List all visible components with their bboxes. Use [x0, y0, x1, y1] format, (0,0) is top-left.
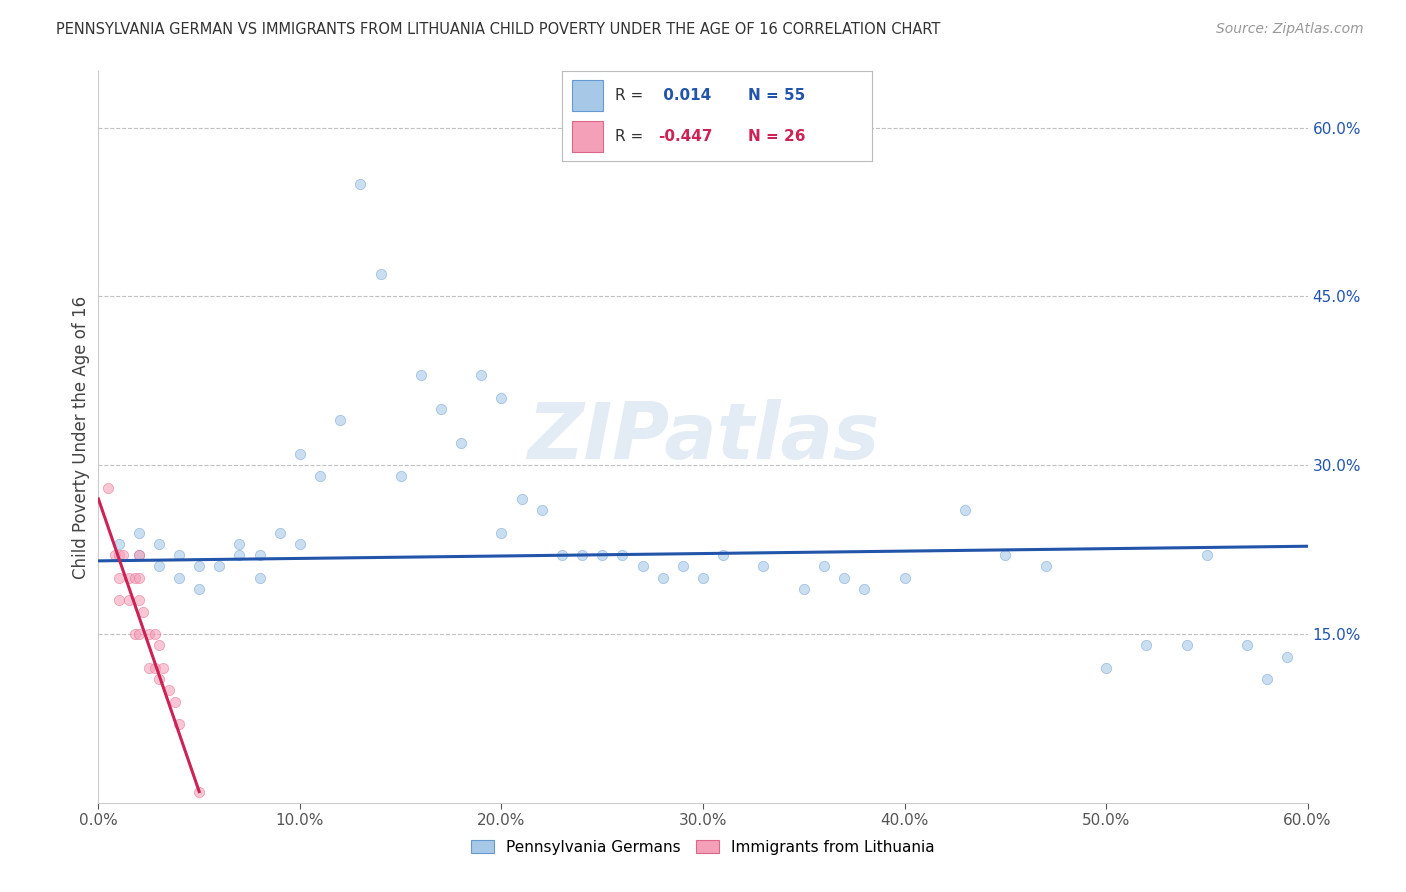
Point: [107, 537, 129, 551]
Point: [1175, 638, 1198, 652]
Legend: Pennsylvania Germans, Immigrants from Lithuania: Pennsylvania Germans, Immigrants from Li…: [465, 834, 941, 861]
Point: [167, 717, 190, 731]
Point: [188, 582, 211, 596]
Point: [1195, 548, 1218, 562]
Point: [148, 638, 170, 652]
Point: [491, 391, 513, 405]
Point: [249, 571, 271, 585]
Point: [148, 537, 170, 551]
Text: R =: R =: [614, 129, 643, 144]
Point: [1277, 649, 1299, 664]
Point: [163, 694, 186, 708]
Point: [228, 537, 250, 551]
Point: [128, 525, 150, 540]
Point: [631, 559, 654, 574]
Point: [450, 435, 472, 450]
Point: [118, 571, 141, 585]
Point: [269, 525, 291, 540]
Point: [491, 525, 513, 540]
Point: [510, 491, 533, 506]
Point: [157, 683, 180, 698]
Point: [832, 571, 855, 585]
Point: [288, 447, 311, 461]
Point: [672, 559, 695, 574]
Point: [711, 548, 734, 562]
Point: [167, 571, 190, 585]
Point: [111, 548, 134, 562]
Point: [188, 559, 211, 574]
Text: ZIPatlas: ZIPatlas: [527, 399, 879, 475]
Point: [107, 571, 129, 585]
Text: N = 55: N = 55: [748, 88, 806, 103]
Point: [167, 548, 190, 562]
Point: [208, 559, 231, 574]
Text: PENNSYLVANIA GERMAN VS IMMIGRANTS FROM LITHUANIA CHILD POVERTY UNDER THE AGE OF : PENNSYLVANIA GERMAN VS IMMIGRANTS FROM L…: [56, 22, 941, 37]
Point: [188, 784, 211, 798]
Point: [571, 548, 593, 562]
Point: [103, 548, 125, 562]
Point: [97, 481, 120, 495]
Point: [1135, 638, 1157, 652]
Point: [551, 548, 574, 562]
Point: [249, 548, 271, 562]
Point: [148, 672, 170, 686]
Point: [128, 548, 150, 562]
Point: [288, 537, 311, 551]
FancyBboxPatch shape: [572, 80, 603, 111]
Text: 0.014: 0.014: [658, 88, 711, 103]
Point: [152, 661, 174, 675]
Point: [853, 582, 876, 596]
Point: [124, 627, 146, 641]
Point: [118, 593, 141, 607]
Point: [138, 627, 160, 641]
Point: [349, 177, 371, 191]
Point: [107, 593, 129, 607]
Point: [143, 627, 166, 641]
Point: [953, 503, 976, 517]
Point: [329, 413, 352, 427]
Point: [143, 661, 166, 675]
Point: [389, 469, 412, 483]
Point: [128, 571, 150, 585]
Point: [228, 548, 250, 562]
Point: [128, 548, 150, 562]
Point: [309, 469, 332, 483]
Point: [148, 559, 170, 574]
Point: [128, 593, 150, 607]
Text: -0.447: -0.447: [658, 129, 713, 144]
Text: Source: ZipAtlas.com: Source: ZipAtlas.com: [1216, 22, 1364, 37]
Point: [994, 548, 1017, 562]
Point: [1236, 638, 1258, 652]
Point: [132, 605, 155, 619]
Point: [1256, 672, 1278, 686]
Point: [409, 368, 432, 383]
Point: [124, 571, 146, 585]
Point: [1035, 559, 1057, 574]
Point: [813, 559, 835, 574]
Point: [128, 627, 150, 641]
Text: N = 26: N = 26: [748, 129, 806, 144]
Point: [107, 548, 129, 562]
Point: [530, 503, 553, 517]
Point: [752, 559, 775, 574]
FancyBboxPatch shape: [572, 121, 603, 152]
Point: [138, 661, 160, 675]
Point: [793, 582, 815, 596]
Point: [470, 368, 492, 383]
Point: [1095, 661, 1118, 675]
Point: [370, 267, 392, 281]
Point: [651, 571, 673, 585]
Point: [591, 548, 613, 562]
Text: R =: R =: [614, 88, 643, 103]
Point: [893, 571, 915, 585]
Y-axis label: Child Poverty Under the Age of 16: Child Poverty Under the Age of 16: [72, 295, 90, 579]
Point: [692, 571, 714, 585]
Point: [430, 401, 453, 416]
Point: [612, 548, 634, 562]
